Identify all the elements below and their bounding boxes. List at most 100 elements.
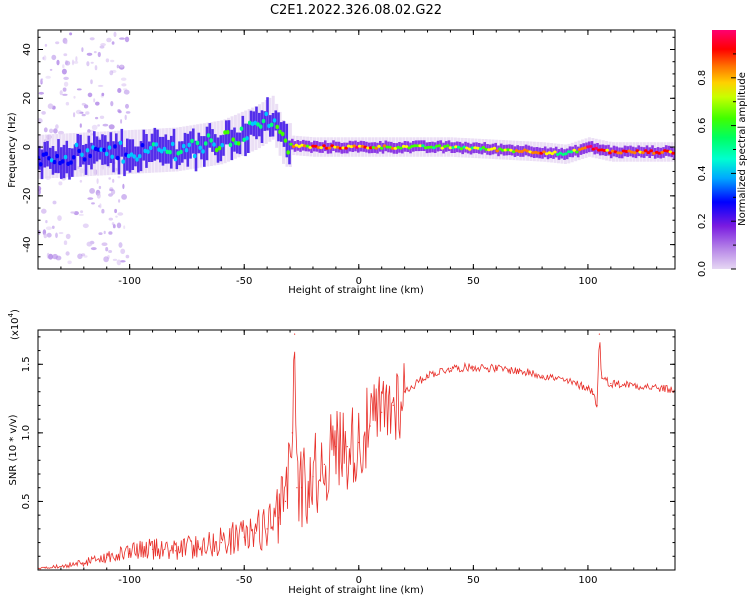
snr-data-point [300, 487, 303, 489]
heatmap-core-cell [371, 146, 376, 149]
heatmap-noise-cell [108, 177, 111, 180]
snr-axes: -100 -50 0 50 100 0.5 1.0 1.5 [21, 330, 675, 586]
heatmap-noise-cell [67, 260, 72, 265]
heatmap-noise-cell [112, 178, 115, 183]
heatmap-noise-cell [125, 103, 129, 109]
heatmap-core-cell [330, 144, 335, 148]
heatmap-ytick-label: 20 [22, 92, 33, 105]
heatmap-core-cell [451, 146, 456, 150]
heatmap-core-cell [616, 151, 620, 155]
heatmap-noise-cell [49, 128, 54, 134]
heatmap-noise-cell [96, 192, 101, 199]
heatmap-core-cell [663, 149, 667, 153]
heatmap-noise-cell [73, 112, 76, 118]
heatmap-noise-cell [101, 208, 105, 214]
heatmap-core-cell [489, 147, 494, 151]
snr-data-point [404, 391, 406, 393]
heatmap-core-cell [82, 157, 87, 162]
heatmap-core-cell [220, 143, 224, 148]
colorbar-ticks: 0.0 0.2 0.4 0.6 0.8 [697, 53, 736, 277]
heatmap-core-cell [399, 146, 403, 150]
heatmap-core-cell [124, 152, 128, 157]
heatmap-noise-cell [108, 124, 115, 130]
heatmap-noise-cell [38, 91, 44, 95]
heatmap-core-cell [558, 151, 563, 155]
heatmap-core-cell [481, 146, 486, 149]
heatmap-core-cell [360, 144, 365, 148]
heatmap-ytick-label: 40 [22, 43, 33, 56]
snr-data-point [472, 366, 474, 368]
heatmap-core-cell [280, 131, 285, 137]
heatmap-noise-cell [51, 54, 57, 61]
heatmap-xtick-label: 50 [467, 276, 480, 287]
heatmap-xtick-label: -50 [236, 276, 252, 287]
heatmap-core-cell [580, 147, 585, 151]
heatmap-core-cell [300, 143, 304, 147]
heatmap-noise-cell [125, 111, 131, 114]
heatmap-core-cell [91, 145, 95, 150]
heatmap-core-cell [357, 144, 362, 148]
heatmap-core-cell [38, 162, 43, 167]
heatmap-core-cell [319, 146, 324, 150]
snr-data-point [633, 384, 635, 386]
heatmap-noise-cell [117, 212, 124, 216]
heatmap-noise-cell [105, 247, 109, 252]
heatmap-core-cell [44, 151, 48, 156]
snr-series-line [38, 342, 675, 570]
heatmap-noise-cell [121, 83, 127, 87]
heatmap-xtick-label: -100 [118, 276, 141, 287]
heatmap-core-cell [467, 147, 472, 151]
heatmap-core-cell [187, 142, 191, 148]
heatmap-core-cell [99, 147, 103, 152]
heatmap-core-cell [594, 146, 598, 150]
snr-data-point [106, 557, 108, 559]
snr-data-point [266, 528, 268, 530]
heatmap-core-cell [55, 153, 59, 159]
heatmap-noise-cell [90, 79, 93, 85]
heatmap-noise-cell [62, 64, 65, 69]
figure-title: C2E1.2022.326.08.02.G22 [270, 3, 442, 18]
heatmap-core-cell [341, 146, 346, 150]
snr-data-point [518, 370, 520, 372]
heatmap-noise-cell [75, 109, 82, 115]
heatmap-noise-cell [95, 116, 99, 120]
heatmap-noise-cell [110, 59, 115, 63]
heatmap-core-cell [506, 148, 511, 152]
heatmap-noise-cell [41, 208, 47, 214]
heatmap-noise-cell [95, 101, 100, 106]
heatmap-noise-cell [44, 43, 48, 47]
heatmap-core-cell [621, 149, 626, 153]
snr-ytick-label: 0.5 [21, 493, 32, 509]
heatmap-core-cell [484, 147, 489, 151]
heatmap-noise-cell [51, 225, 55, 229]
heatmap-noise-cell [101, 242, 108, 246]
heatmap-noise-cell [123, 89, 130, 95]
snr-data-point [369, 425, 371, 427]
snr-data-point [426, 374, 429, 376]
heatmap-core-cell [363, 145, 368, 149]
snr-multiplier-exp: 4 [7, 312, 15, 317]
heatmap-frame [37, 29, 676, 270]
heatmap-noise-cell [45, 75, 51, 79]
heatmap-core-cell [302, 144, 307, 148]
heatmap-core-cell [385, 145, 390, 149]
snr-multiplier: (x104) [7, 309, 21, 340]
heatmap-noise-cell [105, 58, 110, 63]
heatmap-core-cell [107, 145, 112, 150]
heatmap-noise-cell [101, 92, 105, 97]
heatmap-noise-cell [55, 232, 58, 239]
heatmap-core-cell [203, 141, 208, 146]
heatmap-noise-cell [100, 43, 106, 47]
heatmap-core-cell [511, 150, 516, 154]
heatmap-core-cell [638, 150, 642, 154]
heatmap-core-cell [104, 151, 109, 157]
heatmap-noise-cell [111, 69, 117, 73]
heatmap-core-cell [58, 160, 62, 166]
heatmap-noise-cell [49, 68, 53, 71]
heatmap-noise-cell [80, 210, 84, 214]
colorbar-tick-label: 0.2 [697, 213, 708, 229]
heatmap-core-cell [657, 151, 662, 155]
snr-data-point [323, 463, 325, 465]
heatmap-core-cell [432, 146, 436, 150]
heatmap-noise-cell [65, 101, 70, 106]
